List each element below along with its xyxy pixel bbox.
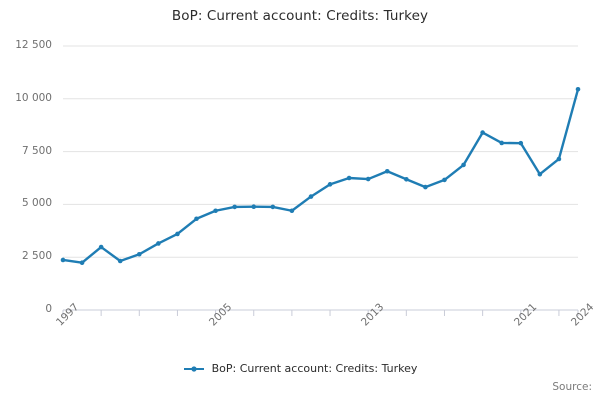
- chart-title: BoP: Current account: Credits: Turkey: [171, 8, 429, 24]
- gridlines: [63, 45, 578, 311]
- y-axis-tick-label: 2 500: [21, 250, 52, 263]
- y-axis-tick-label: 0: [45, 303, 52, 315]
- data-point-marker: [423, 184, 428, 190]
- data-point-marker: [442, 177, 447, 183]
- data-point-marker: [232, 204, 237, 210]
- data-point-marker: [365, 176, 371, 182]
- series-line: [61, 88, 580, 264]
- y-axis-tick-label: 10 000: [15, 91, 52, 104]
- data-point-marker: [327, 182, 333, 187]
- data-point-marker: [518, 140, 524, 146]
- data-point-marker: [480, 130, 485, 135]
- data-point-marker: [537, 171, 543, 177]
- data-point-marker: [556, 156, 562, 162]
- data-point-marker: [308, 194, 314, 199]
- source-note: Source:: [552, 381, 592, 393]
- data-point-marker: [79, 260, 85, 265]
- data-point-marker: [213, 208, 218, 214]
- data-point-marker: [175, 231, 180, 237]
- data-point-marker: [404, 176, 409, 182]
- legend-line-marker-icon: [183, 365, 204, 372]
- y-axis-tick-label: 5 000: [21, 197, 52, 210]
- data-point-marker: [499, 140, 505, 146]
- data-point-marker: [98, 244, 104, 250]
- x-axis-ticks: [62, 310, 579, 316]
- y-axis-tick-label: 7 500: [21, 144, 52, 157]
- data-point-marker: [194, 216, 199, 222]
- data-point-marker: [137, 251, 142, 257]
- data-point-marker: [575, 87, 581, 92]
- data-point-marker: [156, 241, 161, 246]
- data-point-marker: [270, 204, 276, 210]
- data-point-marker: [251, 204, 257, 210]
- data-point-marker: [346, 175, 352, 181]
- chart-legend: BoP: Current account: Credits: Turkey: [0, 362, 600, 375]
- data-point-marker: [117, 258, 123, 264]
- y-axis-tick-label: 12 500: [15, 39, 52, 51]
- data-point-marker: [461, 162, 466, 168]
- data-point-marker: [60, 257, 66, 263]
- legend-item-label: BoP: Current account: Credits: Turkey: [211, 362, 418, 375]
- data-point-marker: [289, 208, 295, 214]
- data-series-group: [60, 87, 581, 265]
- data-point-marker: [384, 168, 390, 174]
